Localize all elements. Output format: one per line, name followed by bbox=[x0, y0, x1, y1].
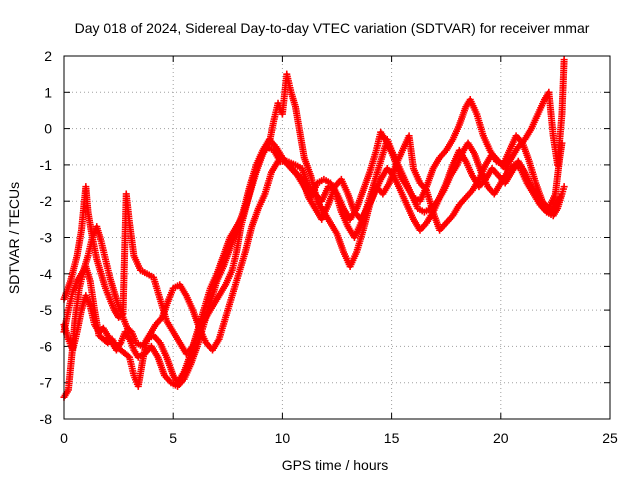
y-tick-label: -6 bbox=[40, 338, 53, 354]
y-tick-label: -5 bbox=[40, 302, 53, 318]
x-tick-label: 15 bbox=[384, 430, 400, 446]
y-tick-label: 0 bbox=[44, 121, 52, 137]
x-tick-label: 5 bbox=[169, 430, 177, 446]
y-axis-label: SDTVAR / TECUs bbox=[6, 182, 22, 294]
y-tick-label: -3 bbox=[40, 230, 53, 246]
plus-marker bbox=[560, 56, 568, 64]
series-track-1 bbox=[60, 135, 568, 358]
plus-marker bbox=[560, 183, 568, 191]
y-tick-label: 2 bbox=[44, 48, 52, 64]
data-markers bbox=[60, 56, 568, 401]
y-tick-label: -4 bbox=[40, 266, 53, 282]
series-track-3 bbox=[60, 96, 566, 401]
plus-marker bbox=[556, 194, 564, 202]
x-tick-label: 0 bbox=[60, 430, 68, 446]
chart-title: Day 018 of 2024, Sidereal Day-to-day VTE… bbox=[75, 20, 590, 36]
x-tick-label: 10 bbox=[275, 430, 291, 446]
x-tick-label: 25 bbox=[602, 430, 618, 446]
y-tick-label: -7 bbox=[40, 375, 53, 391]
plot-frame bbox=[63, 55, 611, 420]
y-tick-label: 1 bbox=[44, 84, 52, 100]
plus-marker bbox=[558, 139, 566, 147]
x-axis-label: GPS time / hours bbox=[282, 457, 389, 473]
y-tick-label: -8 bbox=[40, 411, 53, 427]
x-tick-label: 20 bbox=[493, 430, 509, 446]
y-tick-label: -2 bbox=[40, 193, 53, 209]
tick-labels: 0 5 10 15 20 25 -8 -7 -6 -5 -4 -3 -2 -1 0 1 2 bbox=[40, 48, 618, 446]
y-tick-label: -1 bbox=[40, 157, 53, 173]
series-track-4 bbox=[60, 135, 564, 390]
